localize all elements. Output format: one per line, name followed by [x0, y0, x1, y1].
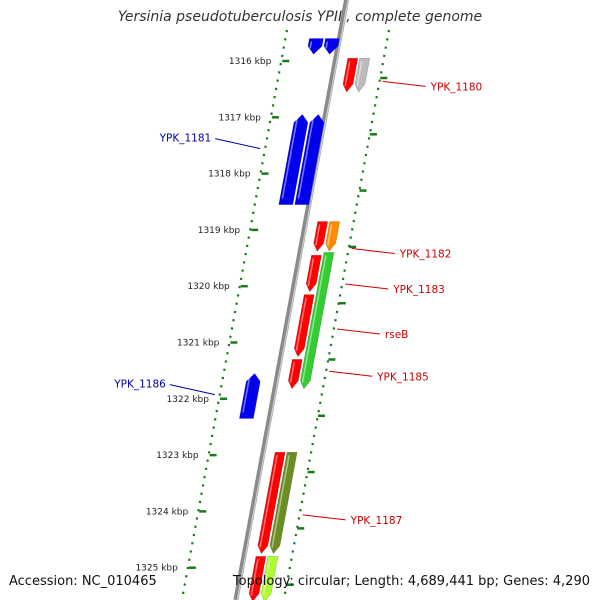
- tick-label: 1320 kbp: [187, 282, 230, 292]
- gene-label[interactable]: rseB: [385, 329, 408, 341]
- gene-block[interactable]: [257, 451, 286, 555]
- gene-block[interactable]: [323, 38, 340, 55]
- gene-block[interactable]: [299, 252, 335, 390]
- gene-block-highlight: [281, 117, 299, 199]
- gene-label[interactable]: YPK_1187: [350, 515, 403, 527]
- gene-block[interactable]: [307, 38, 324, 55]
- gene-block-highlight: [259, 455, 278, 548]
- label-leader-line: [302, 514, 346, 521]
- gene-block-highlight: [271, 455, 290, 548]
- gene-label[interactable]: YPK_1181: [159, 133, 212, 145]
- gene-block-highlight: [301, 255, 327, 383]
- gene-block[interactable]: [313, 221, 329, 252]
- gene-block-highlight: [309, 41, 313, 49]
- gene-block[interactable]: [260, 556, 279, 600]
- label-leader-line: [329, 370, 373, 377]
- gene-block-highlight: [242, 376, 251, 413]
- gene-block-highlight: [327, 224, 333, 246]
- gene-block-highlight: [250, 559, 259, 596]
- gene-block[interactable]: [287, 359, 303, 390]
- scale-ticks: 1316 kbp 1317 kbp 1318 kbp 1319 kbp 1320 kbp…: [135, 57, 388, 586]
- gene-block[interactable]: [305, 254, 322, 293]
- gene-block-highlight: [315, 224, 321, 246]
- gene-block-highlight: [356, 61, 363, 87]
- gene-block-highlight: [344, 61, 351, 87]
- tick-label: 1321 kbp: [177, 339, 220, 349]
- gene-block[interactable]: [294, 114, 325, 205]
- tick-label: 1324 kbp: [146, 507, 189, 517]
- genome-backbone-highlight: [236, 0, 349, 600]
- gene-block[interactable]: [248, 556, 267, 600]
- topology-summary: Topology: circular; Length: 4,689,441 bp…: [232, 574, 590, 589]
- accession-text: Accession: NC_010465: [9, 574, 157, 589]
- tick-label: 1323 kbp: [156, 451, 199, 461]
- label-leader-line: [336, 328, 380, 335]
- tick-label: 1317 kbp: [218, 113, 261, 123]
- gene-block-highlight: [297, 117, 315, 199]
- gene-block[interactable]: [269, 451, 298, 555]
- tick-label: 1325 kbp: [135, 564, 178, 574]
- gene-block[interactable]: [354, 57, 371, 93]
- gene-block-highlight: [289, 362, 295, 383]
- gene-block[interactable]: [325, 221, 341, 252]
- gene-features: [239, 38, 371, 600]
- gene-block-highlight: [295, 297, 307, 351]
- genome-backbone: [233, 0, 349, 600]
- tick-label: 1319 kbp: [198, 226, 241, 236]
- tick-label: 1316 kbp: [229, 57, 272, 67]
- tick-label: 1322 kbp: [167, 395, 210, 405]
- gene-block-highlight: [262, 559, 271, 596]
- map-title: Yersinia pseudotuberculosis YPIII, compl…: [117, 9, 483, 25]
- label-leader-line: [215, 138, 261, 150]
- gene-label[interactable]: YPK_1180: [430, 81, 483, 93]
- label-leader-line: [382, 80, 426, 87]
- gene-block[interactable]: [342, 57, 359, 93]
- gene-block[interactable]: [239, 373, 261, 419]
- label-leader-line: [169, 384, 215, 396]
- gene-block[interactable]: [293, 294, 315, 358]
- gene-block[interactable]: [278, 114, 309, 205]
- gene-label[interactable]: YPK_1182: [399, 249, 452, 261]
- gene-label[interactable]: YPK_1186: [113, 379, 166, 391]
- gene-block-highlight: [325, 41, 329, 49]
- gene-label[interactable]: YPK_1185: [376, 371, 429, 383]
- gene-labels: YPK_1180 YPK_1181 YPK_1182 YPK_1183 rseB YPK_…: [113, 80, 483, 527]
- label-leader-line: [345, 283, 389, 290]
- label-leader-line: [351, 248, 395, 255]
- tick-label: 1318 kbp: [208, 170, 251, 180]
- gene-label[interactable]: YPK_1183: [392, 284, 445, 296]
- gene-block-highlight: [307, 258, 315, 286]
